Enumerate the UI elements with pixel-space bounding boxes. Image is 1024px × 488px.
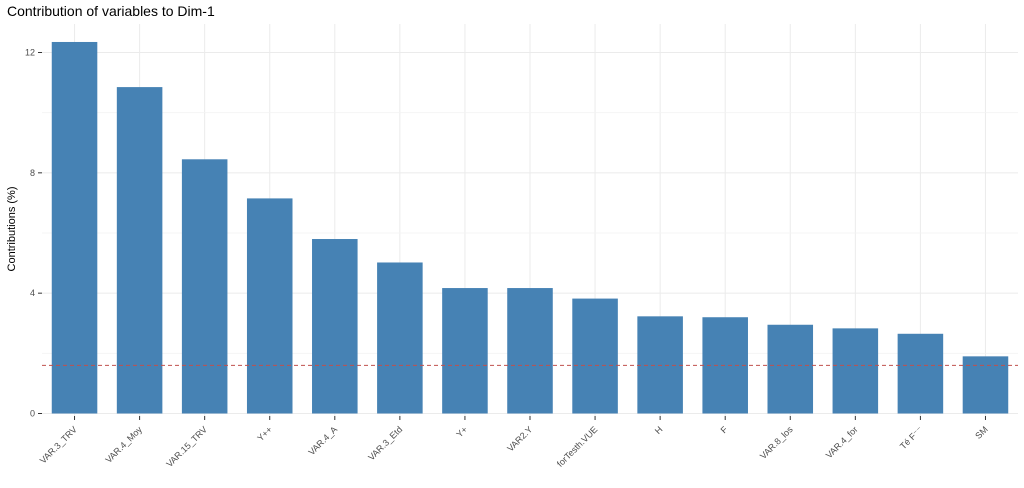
x-tick-label: VAR.4_A [306, 424, 339, 457]
x-tick-label: F [719, 424, 730, 435]
y-axis-ticks: 0 4 8 12 [25, 48, 42, 419]
bar [181, 159, 228, 414]
x-tick-label: VAR.4_for [824, 424, 860, 460]
y-tick-label: 12 [25, 48, 35, 58]
y-tick-label: 8 [30, 168, 35, 178]
x-axis-ticks: VAR.3_TRV VAR.4_Moy VAR.15_TRV Y++ VAR.4_A VA… [38, 416, 990, 469]
x-tick-label: Y+ [454, 424, 469, 439]
bar [897, 333, 944, 414]
bar [507, 288, 553, 414]
bar [246, 198, 293, 414]
bar [442, 288, 488, 414]
y-tick-label: 0 [30, 409, 35, 419]
chart-title: Contribution of variables to Dim-1 [7, 3, 215, 19]
bars [51, 41, 1009, 414]
bar [767, 324, 814, 414]
x-tick-label: Té F⁻⁻ [898, 424, 925, 451]
x-tick-label: VAR.3_TRV [38, 424, 79, 465]
bar [51, 41, 98, 414]
x-tick-label: SM [973, 424, 990, 441]
x-tick-label: H [653, 424, 665, 436]
bar [377, 262, 423, 414]
bar [312, 239, 358, 414]
x-tick-label: VAR2.Y [505, 424, 534, 453]
bar [116, 87, 163, 414]
bar [962, 356, 1009, 414]
x-tick-label: Y++ [255, 424, 274, 443]
x-tick-label: VAR.4_Moy [103, 424, 144, 465]
y-tick-label: 4 [30, 288, 35, 298]
bar [572, 298, 618, 414]
y-axis-title: Contributions (%) [6, 187, 18, 272]
x-tick-label: forTesth.VUE [555, 424, 600, 469]
bar [832, 328, 879, 414]
x-tick-label: VAR.3_Etd [366, 424, 404, 462]
x-tick-label: VAR.15_TRV [164, 424, 209, 469]
x-tick-label: VAR.8_los [758, 424, 795, 461]
